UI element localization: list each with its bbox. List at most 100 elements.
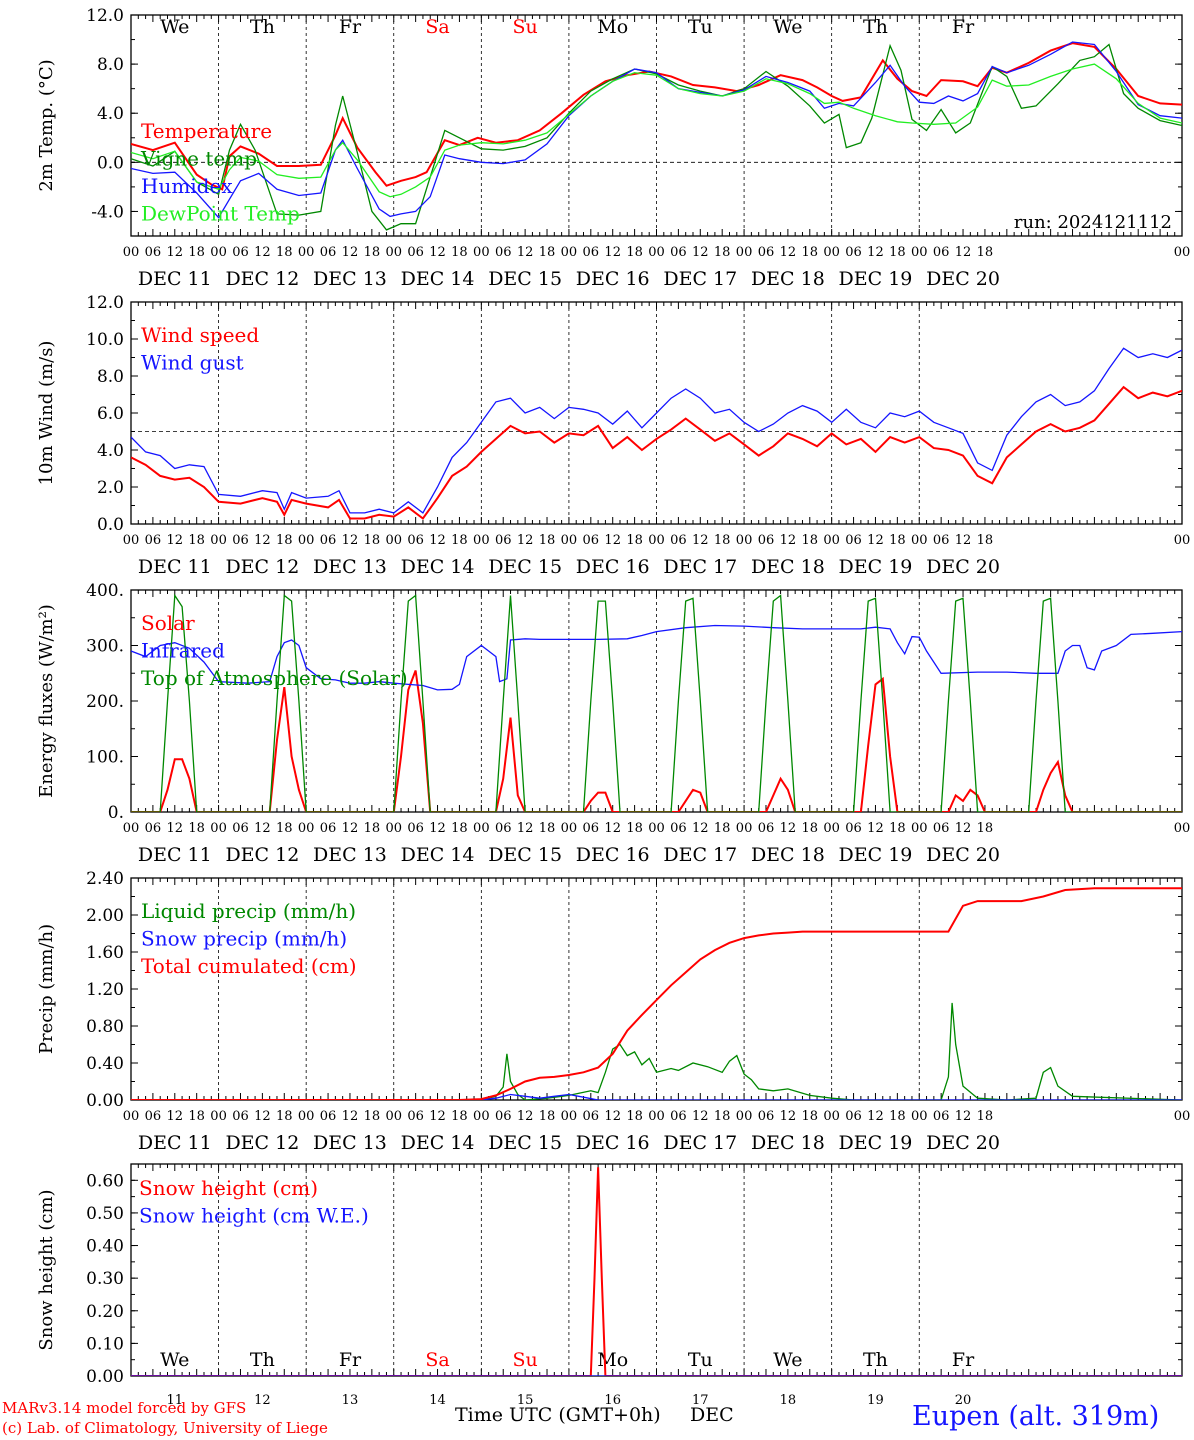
legend-entry: Vigne temp [140, 147, 257, 171]
x-day-number: 19 [867, 1393, 884, 1408]
x-hour-label: 00 [473, 821, 490, 836]
series-line-liquid-precip-mm-h- [131, 1002, 1182, 1100]
x-hour-label: 06 [232, 1109, 249, 1124]
x-hour-label: 06 [320, 533, 337, 548]
x-axis-title: Time UTC (GMT+0h) [455, 1404, 661, 1426]
y-tick-label: 1.60 [86, 943, 124, 963]
x-hour-label: 18 [539, 1109, 556, 1124]
y-tick-label: 200. [86, 692, 124, 712]
x-hour-label: 00 [911, 821, 928, 836]
x-hour-label: 00 [298, 821, 315, 836]
x-hour-label: 00 [1174, 533, 1191, 548]
x-hour-label: 06 [583, 821, 600, 836]
y-tick-label: 0.30 [86, 1269, 124, 1289]
x-hour-label: 18 [626, 821, 643, 836]
x-hour-label: 06 [232, 245, 249, 260]
x-hour-label: 18 [451, 245, 468, 260]
x-date-label: DEC 17 [663, 556, 737, 578]
x-hour-label: 18 [364, 245, 381, 260]
x-date-label: DEC 13 [313, 556, 387, 578]
legend-entry: Wind speed [141, 323, 259, 347]
panel-1: 12.0 8.0 4.0 0.0 -4.0 2m Temp. (°C) 00 06 12 18 DE… [36, 6, 1190, 290]
x-hour-label: 18 [714, 1109, 731, 1124]
x-hour-label: 18 [276, 1109, 293, 1124]
x-hour-label: 00 [648, 245, 665, 260]
x-hour-label: 00 [298, 533, 315, 548]
y-tick-label: 2.00 [86, 906, 124, 926]
x-date-label: DEC 18 [751, 556, 825, 578]
x-hour-label: 06 [232, 533, 249, 548]
y-tick-label: 8.0 [97, 367, 124, 387]
series-line-wind-speed [131, 385, 1182, 520]
legend-entry: Snow height (cm) [139, 1176, 318, 1200]
y-axis-title: 10m Wind (m/s) [36, 341, 57, 486]
y-tick-label: 0.00 [86, 1091, 124, 1111]
x-hour-label: 00 [385, 1109, 402, 1124]
x-hour-label: 12 [692, 245, 709, 260]
y-tick-label: 0.40 [86, 1237, 124, 1257]
x-hour-label: 00 [648, 1109, 665, 1124]
x-hour-label: 12 [254, 533, 271, 548]
weekday-label: We [160, 16, 189, 38]
x-hour-label: 12 [517, 821, 534, 836]
x-date-label: DEC 20 [926, 844, 1000, 866]
x-hour-label: 18 [714, 533, 731, 548]
x-date-label: DEC 13 [313, 268, 387, 290]
x-hour-label: 00 [561, 533, 578, 548]
x-hour-label: 06 [933, 245, 950, 260]
x-hour-label: 12 [604, 1109, 621, 1124]
weekday-label: Su [512, 16, 537, 38]
y-tick-label: 100. [86, 748, 124, 768]
weekday-label: Sa [425, 16, 449, 38]
x-hour-label: 06 [758, 245, 775, 260]
y-tick-label: 2.40 [86, 869, 124, 889]
x-hour-label: 18 [364, 821, 381, 836]
weekday-label: Fr [339, 16, 362, 38]
x-hour-label: 18 [539, 245, 556, 260]
x-hour-label: 18 [188, 821, 205, 836]
y-tick-label: 0.20 [86, 1302, 124, 1322]
weekday-label: We [773, 16, 802, 38]
x-hour-label: 12 [604, 245, 621, 260]
panel-3: 400. 300. 200. 100. 0. Energy fluxes (W/m²) 00… [36, 581, 1190, 866]
y-axis-title: Snow height (cm) [36, 1189, 57, 1350]
x-hour-label: 06 [670, 533, 687, 548]
x-hour-label: 06 [495, 821, 512, 836]
x-date-label: DEC 14 [401, 268, 475, 290]
weekday-label: Mo [597, 16, 628, 38]
legend-entry: Humidex [141, 174, 233, 198]
y-tick-label: 0.50 [86, 1204, 124, 1224]
x-hour-label: 12 [955, 533, 972, 548]
x-hour-label: 12 [167, 533, 184, 548]
y-tick-label: -4.0 [91, 202, 124, 222]
x-hour-label: 00 [298, 1109, 315, 1124]
x-date-label: DEC 18 [751, 268, 825, 290]
x-hour-label: 12 [867, 245, 884, 260]
x-hour-label: 00 [561, 821, 578, 836]
x-date-label: DEC 20 [926, 1132, 1000, 1154]
x-hour-label: 06 [145, 245, 162, 260]
x-hour-label: 06 [583, 533, 600, 548]
x-date-label: DEC 14 [401, 556, 475, 578]
x-hour-label: 00 [210, 245, 227, 260]
x-hour-label: 00 [823, 821, 840, 836]
x-date-label: DEC 20 [926, 556, 1000, 578]
x-hour-label: 00 [473, 245, 490, 260]
y-tick-label: 300. [86, 637, 124, 657]
run-annotation: run: 2024121112 [1014, 212, 1172, 233]
x-hour-label: 06 [758, 1109, 775, 1124]
legend-entry: Total cumulated (cm) [141, 954, 357, 978]
x-hour-label: 00 [385, 821, 402, 836]
series-line-snow-height-cm- [131, 1167, 1182, 1376]
weekday-label: Fr [952, 16, 975, 38]
x-hour-label: 06 [407, 821, 424, 836]
y-tick-label: 0.0 [97, 153, 124, 173]
x-date-label: DEC 11 [138, 556, 212, 578]
x-hour-label: 12 [429, 1109, 446, 1124]
x-hour-label: 00 [123, 1109, 140, 1124]
y-axis-title: Precip (mm/h) [36, 924, 57, 1054]
y-tick-label: 0.60 [86, 1171, 124, 1191]
x-hour-label: 06 [145, 821, 162, 836]
x-hour-label: 00 [298, 245, 315, 260]
x-hour-label: 06 [845, 1109, 862, 1124]
